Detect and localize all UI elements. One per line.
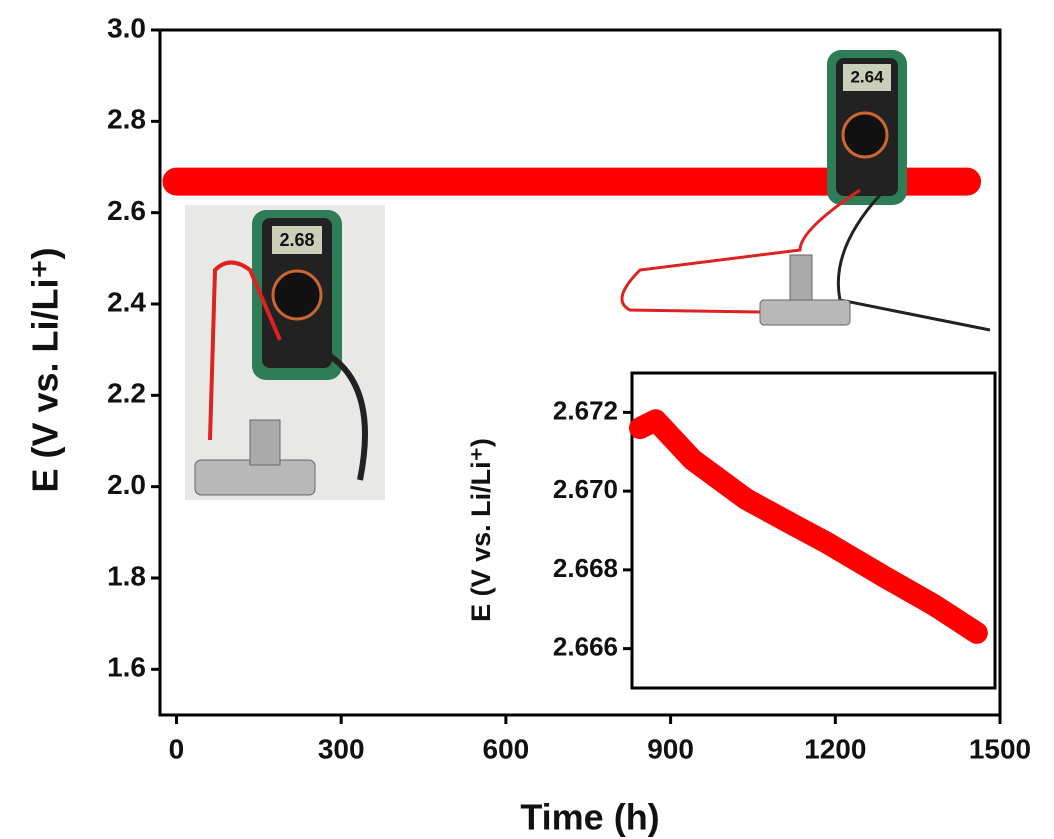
cell-valve xyxy=(249,419,281,466)
cell xyxy=(759,299,851,326)
y-tick-label: 2.668 xyxy=(553,553,618,583)
y-tick-label: 2.672 xyxy=(553,395,618,425)
x-tick-label: 0 xyxy=(169,733,185,764)
meter-reading: 2.64 xyxy=(850,67,884,86)
meter-lcd xyxy=(843,64,891,91)
y-tick-label: 3.0 xyxy=(107,12,146,43)
main-frame xyxy=(158,28,1002,717)
cell-valve xyxy=(789,254,813,301)
meter-reading: 2.68 xyxy=(279,230,314,250)
y-axis-label: E (V vs. Li/Li⁺) xyxy=(25,247,66,492)
y-tick-label: 2.2 xyxy=(107,378,146,409)
x-tick-label: 1200 xyxy=(804,733,866,764)
y-tick-label: 2.8 xyxy=(107,104,146,135)
y-tick-label: 2.0 xyxy=(107,469,146,500)
photo-left: 2.68 xyxy=(185,205,385,500)
inset-plot: 2.666 2.668 2.670 2.672 xyxy=(553,395,988,662)
meter-dial xyxy=(841,111,889,159)
y-tick-label: 2.6 xyxy=(107,195,146,226)
y-tick-label: 1.8 xyxy=(107,560,146,591)
meter-dial xyxy=(271,269,323,321)
probe-wire xyxy=(208,260,282,441)
y-tick-label: 2.666 xyxy=(553,632,618,662)
x-tick-label: 300 xyxy=(318,733,365,764)
probe-wire xyxy=(318,347,368,481)
x-tick-label: 600 xyxy=(483,733,530,764)
probe-wire xyxy=(836,193,991,332)
inset-y-axis-label: E (V vs. Li/Li⁺) xyxy=(466,438,496,622)
x-axis-label: Time (h) xyxy=(520,797,659,838)
x-tick-label: 1500 xyxy=(969,733,1031,764)
y-tick-label: 2.4 xyxy=(107,286,146,317)
data-line xyxy=(628,409,988,644)
probe-wire xyxy=(620,188,861,314)
x-tick-label: 900 xyxy=(647,733,694,764)
y-tick-label: 1.6 xyxy=(107,652,146,683)
photo-right: 2.64 xyxy=(620,50,991,332)
y-tick-label: 2.670 xyxy=(553,474,618,504)
meter-lcd xyxy=(272,226,322,254)
